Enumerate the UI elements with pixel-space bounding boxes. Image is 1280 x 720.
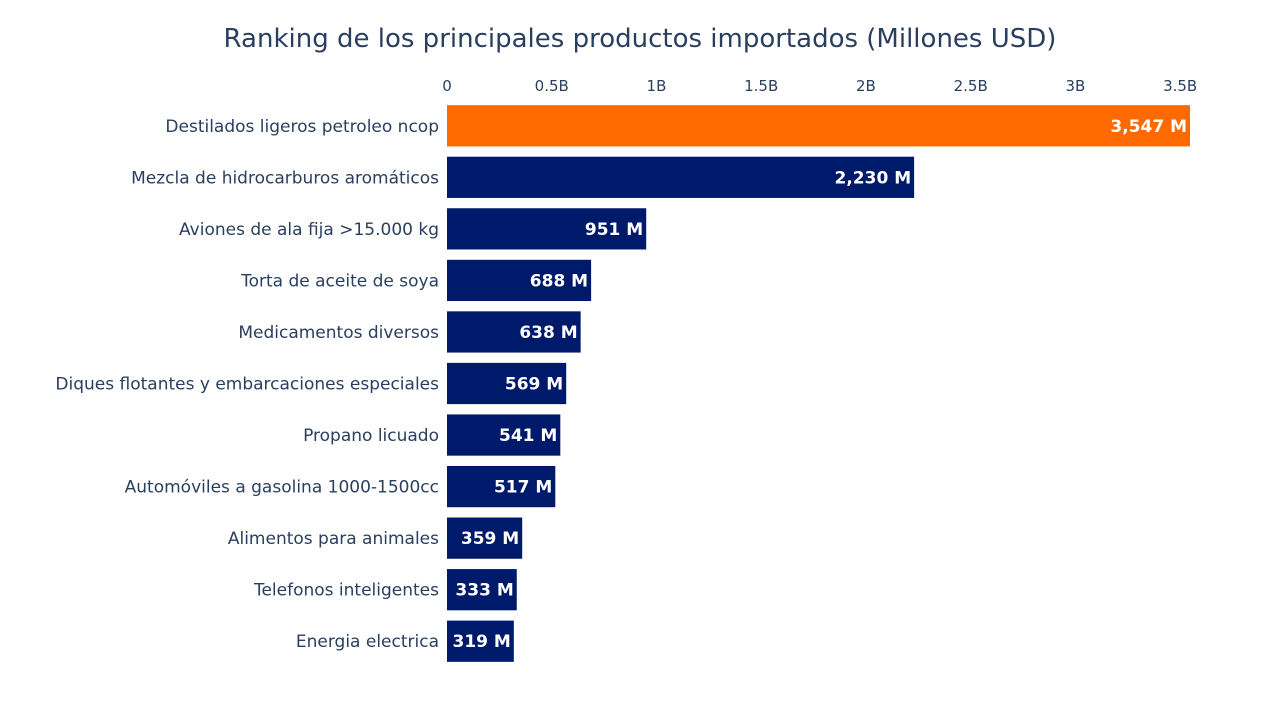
bar-value-label: 951 M — [585, 220, 643, 240]
x-tick-label: 0.5B — [535, 77, 569, 95]
category-label: Automóviles a gasolina 1000-1500cc — [125, 478, 439, 498]
bar-value-label: 333 M — [455, 581, 513, 601]
bar — [447, 259, 592, 302]
bar — [447, 156, 915, 198]
bar — [447, 208, 647, 250]
bar — [447, 465, 556, 508]
bar-value-label: 319 M — [452, 632, 510, 652]
x-tick-label: 1B — [647, 77, 667, 95]
bar — [447, 311, 581, 353]
data-labels-group: 3,547 M 2,230 M 951 M 688 M 638 M 569 M 541 M 5… — [452, 117, 1187, 652]
bar-value-label: 3,547 M — [1110, 117, 1187, 137]
x-axis-ticks: 0 0.5B 1B 1.5B 2B 2.5B 3B 3.5B — [442, 77, 1197, 95]
bar — [447, 414, 561, 456]
bar-value-label: 638 M — [519, 323, 577, 343]
bars-group — [447, 105, 1190, 662]
chart-title: Ranking de los principales productos imp… — [224, 24, 1057, 54]
bar-value-label: 688 M — [530, 271, 588, 291]
category-label: Telefonos inteligentes — [253, 581, 439, 601]
bar — [447, 362, 567, 405]
x-tick-label: 3.5B — [1163, 77, 1197, 95]
category-label: Energia electrica — [296, 632, 439, 652]
category-label: Torta de aceite de soya — [240, 271, 439, 291]
category-label: Mezcla de hidrocarburos aromáticos — [131, 168, 439, 188]
x-tick-label: 0 — [442, 77, 452, 95]
bar-value-label: 2,230 M — [835, 168, 912, 188]
category-label: Medicamentos diversos — [238, 323, 439, 343]
category-label: Diques flotantes y embarcaciones especia… — [55, 375, 439, 395]
y-axis-labels: Destilados ligeros petroleo ncop Mezcla d… — [55, 117, 439, 652]
category-label: Alimentos para animales — [228, 529, 439, 549]
bar — [447, 569, 517, 611]
category-label: Destilados ligeros petroleo ncop — [165, 117, 439, 137]
category-label: Aviones de ala fija >15.000 kg — [179, 220, 439, 240]
category-label: Propano licuado — [303, 426, 439, 446]
x-tick-label: 1.5B — [744, 77, 778, 95]
bar-value-label: 541 M — [499, 426, 557, 446]
bar-value-label: 569 M — [505, 375, 563, 395]
bar-value-label: 359 M — [461, 529, 519, 549]
bar-value-label: 517 M — [494, 478, 552, 498]
bar — [447, 517, 523, 559]
x-tick-label: 2.5B — [954, 77, 988, 95]
bar — [447, 620, 514, 662]
x-tick-label: 2B — [856, 77, 876, 95]
bar — [447, 105, 1190, 147]
x-tick-label: 3B — [1065, 77, 1085, 95]
